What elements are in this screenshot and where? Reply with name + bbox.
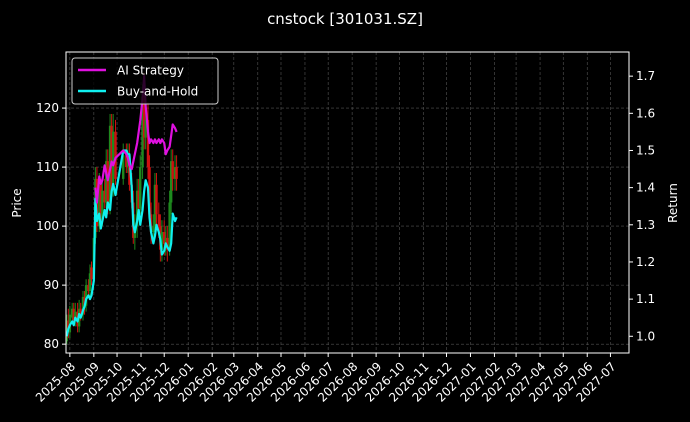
candle-body — [114, 131, 117, 179]
y-right-tick-label: 1.0 — [636, 329, 655, 343]
right-axis-label: Return — [666, 183, 680, 223]
y-right-tick-label: 1.7 — [636, 69, 655, 83]
candle-body — [157, 214, 161, 227]
plot-frame — [65, 51, 630, 354]
y-left-tick-label: 90 — [44, 278, 59, 292]
candle-body — [175, 167, 178, 179]
y-right-tick-label: 1.3 — [636, 218, 655, 232]
chart-title: cnstock [301031.SZ] — [267, 10, 423, 28]
candle-body — [152, 226, 155, 233]
candle-body — [98, 184, 101, 227]
candle-body — [84, 285, 88, 306]
candle-body — [87, 285, 90, 292]
y-right-tick-label: 1.5 — [636, 143, 655, 157]
legend-label-ai-strategy: AI Strategy — [117, 64, 184, 78]
line-series — [65, 75, 178, 337]
candle-body — [153, 184, 157, 227]
candle-body — [111, 131, 115, 191]
y-right-tick-label: 1.1 — [636, 292, 655, 306]
buy-and-hold-line — [65, 149, 178, 337]
y-right-tick-label: 1.2 — [636, 255, 655, 269]
candle-body — [141, 96, 144, 168]
candle-body — [155, 184, 158, 215]
candle-body — [122, 155, 125, 179]
candle-body — [79, 308, 82, 315]
candle-body — [72, 308, 75, 321]
candle-body — [166, 237, 169, 250]
candle-body — [105, 161, 108, 203]
candle-body — [110, 125, 113, 191]
candle-body — [144, 119, 147, 138]
ai-strategy-line — [94, 75, 178, 204]
candle-body — [106, 161, 109, 209]
candle-body — [70, 308, 74, 318]
y-left-tick-label: 120 — [36, 101, 59, 115]
candle-body — [65, 320, 68, 342]
candle-body — [173, 167, 177, 179]
candle-body — [135, 190, 139, 227]
y-right-tick-label: 1.4 — [636, 181, 655, 195]
candle-body — [142, 96, 146, 138]
candle-body — [171, 161, 174, 179]
y-left-tick-label: 100 — [36, 219, 59, 233]
y-left-tick-label: 80 — [44, 337, 59, 351]
y-right-tick-label: 1.6 — [636, 106, 655, 120]
candle-body — [169, 161, 173, 203]
candle-body — [81, 296, 85, 315]
candle-body — [163, 232, 166, 244]
candle-body — [125, 155, 128, 168]
right-y-axis: 1.0 1.1 1.2 1.3 1.4 1.5 1.6 1.7 — [629, 69, 655, 343]
candlestick-series — [65, 72, 178, 345]
left-y-axis: 80 90 100 110 120 — [36, 101, 66, 351]
x-axis: 2025-082025-092025-102025-112025-122026-… — [33, 353, 619, 405]
left-axis-label: Price — [10, 188, 24, 217]
candle-body — [139, 167, 142, 209]
y-left-tick-label: 110 — [36, 160, 59, 174]
candle-body — [103, 190, 106, 203]
candle-body — [146, 119, 150, 168]
candle-body — [164, 237, 167, 244]
candle-body — [74, 311, 77, 321]
candle-body — [148, 167, 151, 215]
legend-label-buy-and-hold: Buy-and-Hold — [117, 85, 198, 99]
candle-body — [88, 273, 92, 292]
legend-box — [71, 57, 219, 105]
candle-body — [99, 184, 103, 221]
candle-body — [101, 190, 104, 221]
candle-body — [160, 232, 164, 250]
legend: AI Strategy Buy-and-Hold — [71, 57, 219, 105]
candle-body — [168, 202, 171, 250]
candle-body — [90, 267, 93, 280]
candle-body — [137, 190, 140, 209]
